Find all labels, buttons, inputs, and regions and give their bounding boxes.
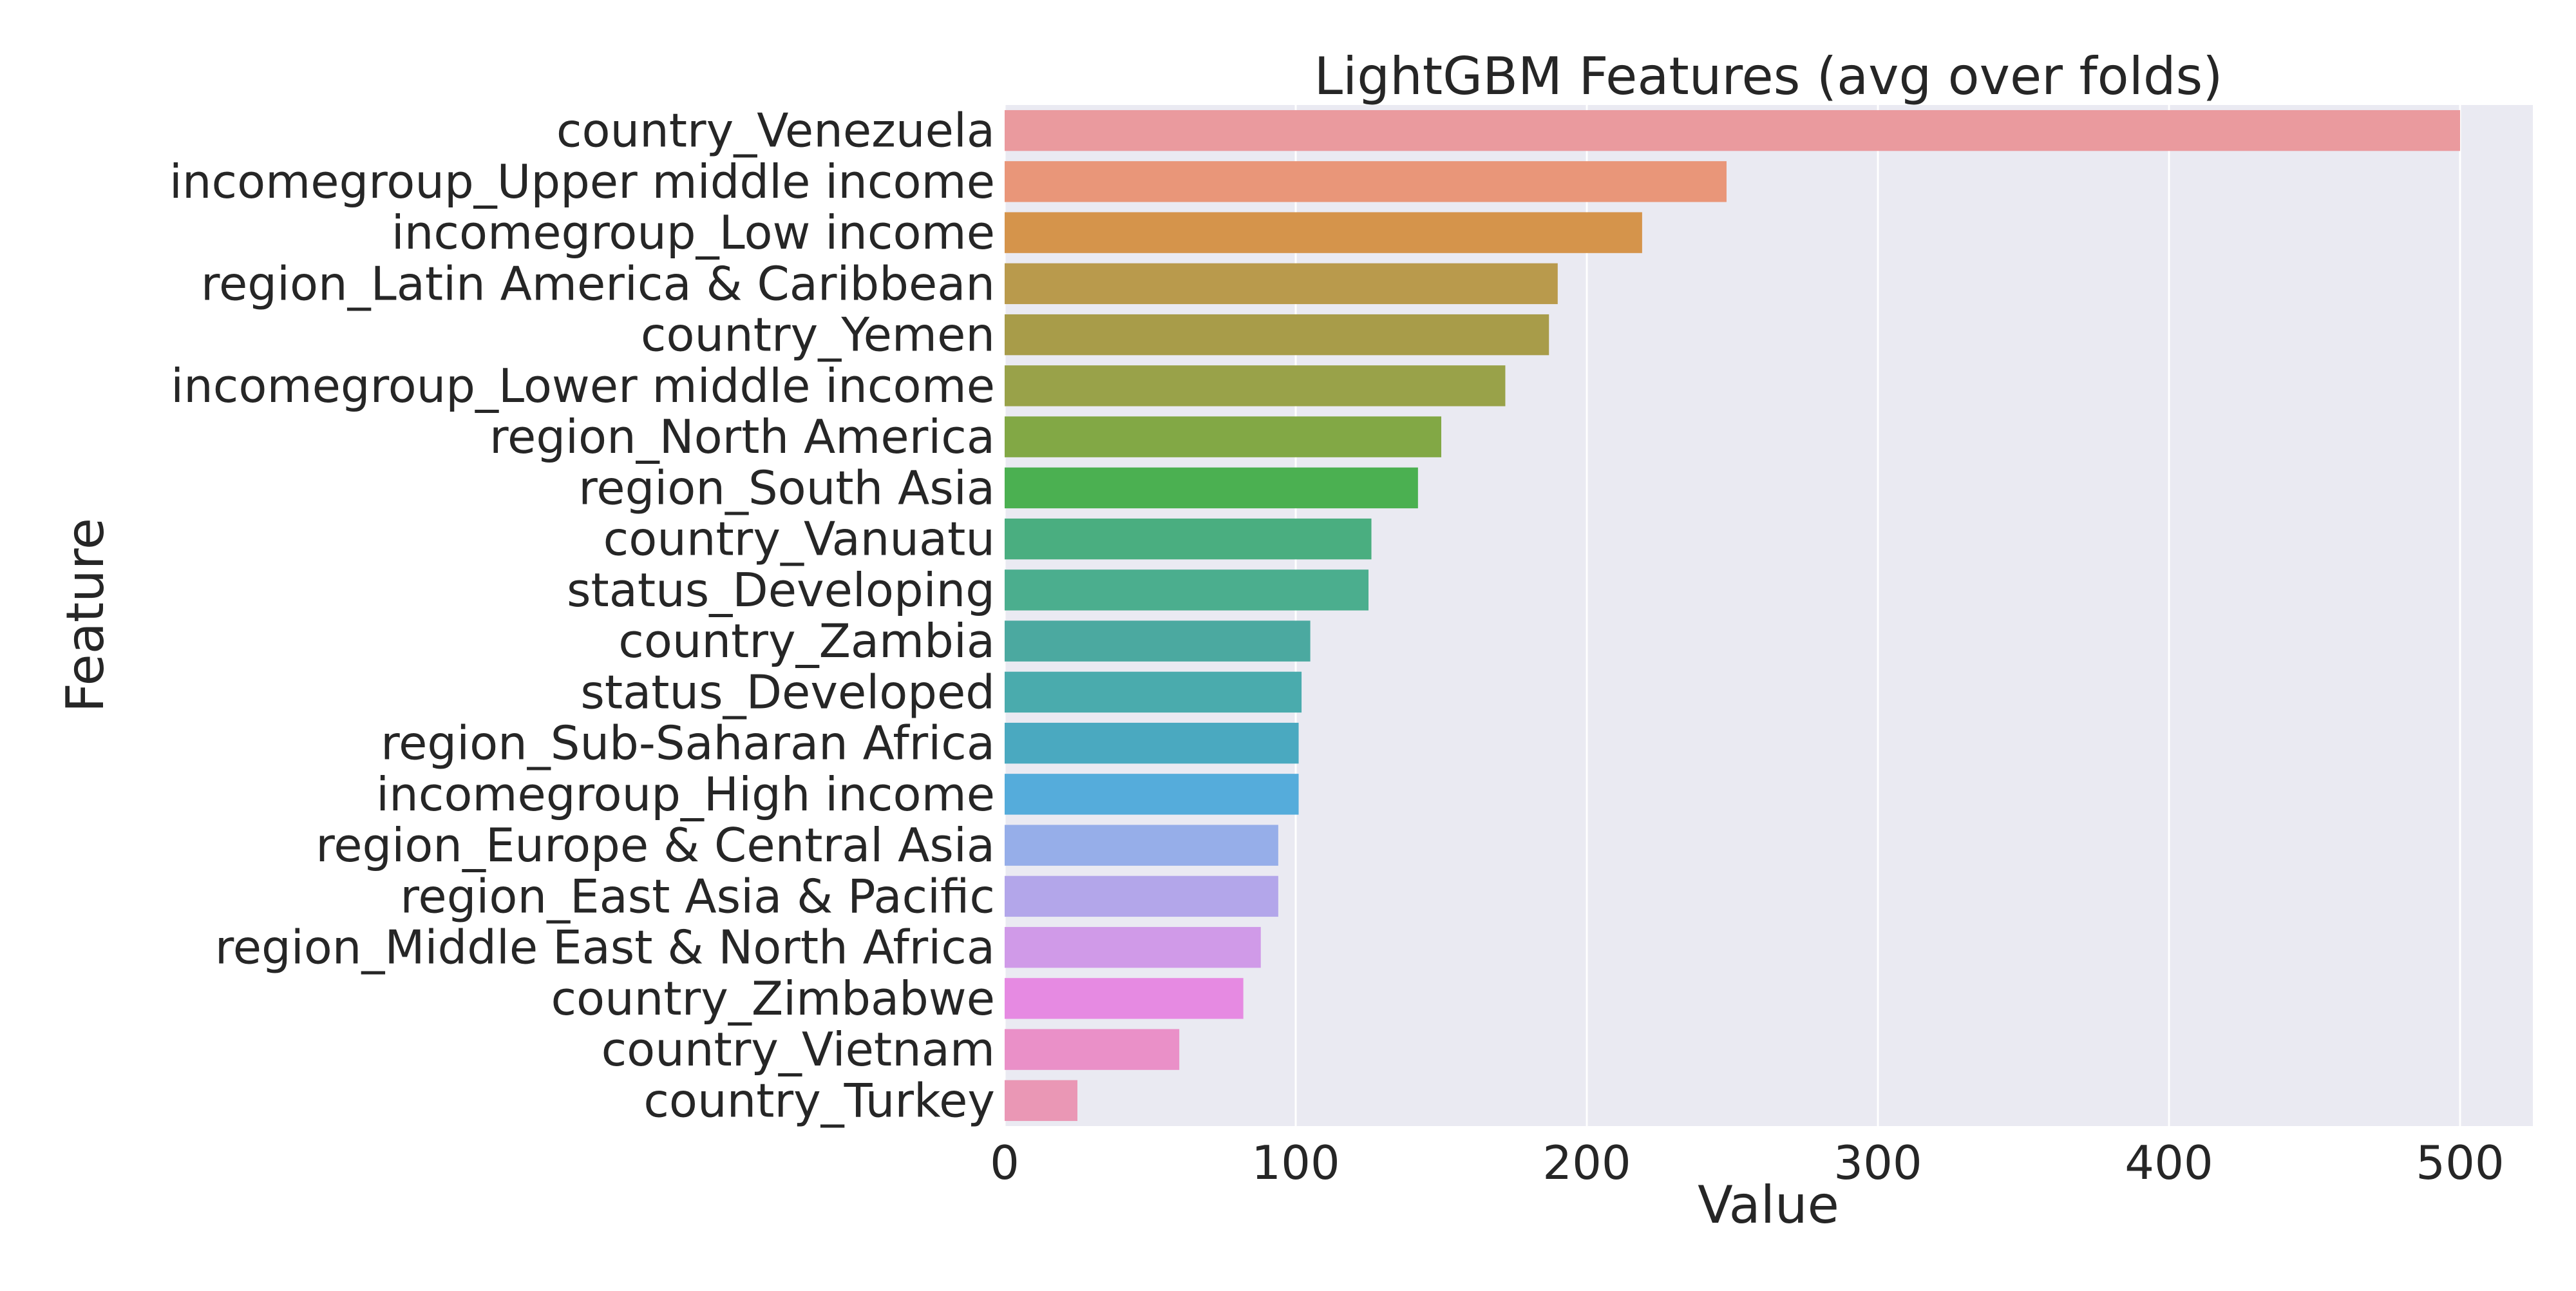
y-tick-label: region_Sub-Saharan Africa [381, 716, 995, 770]
bar [1005, 774, 1299, 815]
y-tick-label: region_Middle East & North Africa [215, 921, 995, 975]
bar [1005, 314, 1549, 356]
x-tick-label: 400 [2125, 1136, 2213, 1190]
x-tick-label: 0 [990, 1136, 1019, 1190]
y-tick-label: country_Vietnam [601, 1022, 995, 1076]
y-tick-label: country_Zambia [618, 614, 995, 668]
y-tick-label: status_Developing [567, 563, 995, 617]
y-tick-label: region_North America [489, 410, 995, 464]
bar [1005, 263, 1558, 305]
bar [1005, 212, 1642, 253]
bar [1005, 416, 1441, 457]
y-axis-label: Feature [55, 518, 115, 712]
bar [1005, 978, 1244, 1019]
bar [1005, 467, 1418, 509]
y-tick-label: incomegroup_Lower middle income [171, 359, 995, 413]
bar [1005, 671, 1302, 713]
bar [1005, 518, 1372, 560]
x-tick-labels: 0 100 200 300 400 500 [990, 1136, 2505, 1190]
bar [1005, 722, 1299, 764]
y-tick-label: country_Venezuela [556, 104, 995, 158]
plot-area [1005, 105, 2533, 1126]
y-tick-label: incomegroup_Upper middle income [169, 155, 995, 209]
y-tick-label: country_Yemen [641, 308, 995, 362]
bar [1005, 1029, 1180, 1070]
y-tick-label: incomegroup_Low income [392, 206, 995, 260]
y-tick-label: region_South Asia [578, 461, 995, 515]
x-tick-label: 100 [1251, 1136, 1340, 1190]
bar [1005, 926, 1261, 968]
bar [1005, 569, 1368, 611]
x-axis-label: Value [1698, 1175, 1839, 1235]
y-tick-label: region_East Asia & Pacific [400, 869, 995, 923]
bar [1005, 110, 2460, 151]
bar [1005, 1080, 1077, 1122]
y-tick-label: country_Vanuatu [603, 512, 995, 566]
y-tick-label: region_Europe & Central Asia [316, 818, 995, 872]
y-tick-label: country_Turkey [643, 1073, 995, 1127]
bars [1005, 110, 2460, 1122]
x-tick-label: 200 [1542, 1136, 1631, 1190]
y-tick-label: country_Zimbabwe [551, 971, 995, 1026]
y-tick-label: incomegroup_High income [376, 767, 995, 821]
chart-title: LightGBM Features (avg over folds) [1314, 46, 2222, 106]
y-tick-label: region_Latin America & Caribbean [201, 256, 995, 311]
bar [1005, 365, 1506, 406]
x-tick-label: 500 [2416, 1136, 2504, 1190]
bar [1005, 161, 1727, 202]
bar [1005, 825, 1278, 866]
y-tick-label: status_Developed [580, 665, 995, 719]
x-tick-label: 300 [1833, 1136, 1922, 1190]
bar [1005, 620, 1311, 662]
bar [1005, 875, 1278, 917]
